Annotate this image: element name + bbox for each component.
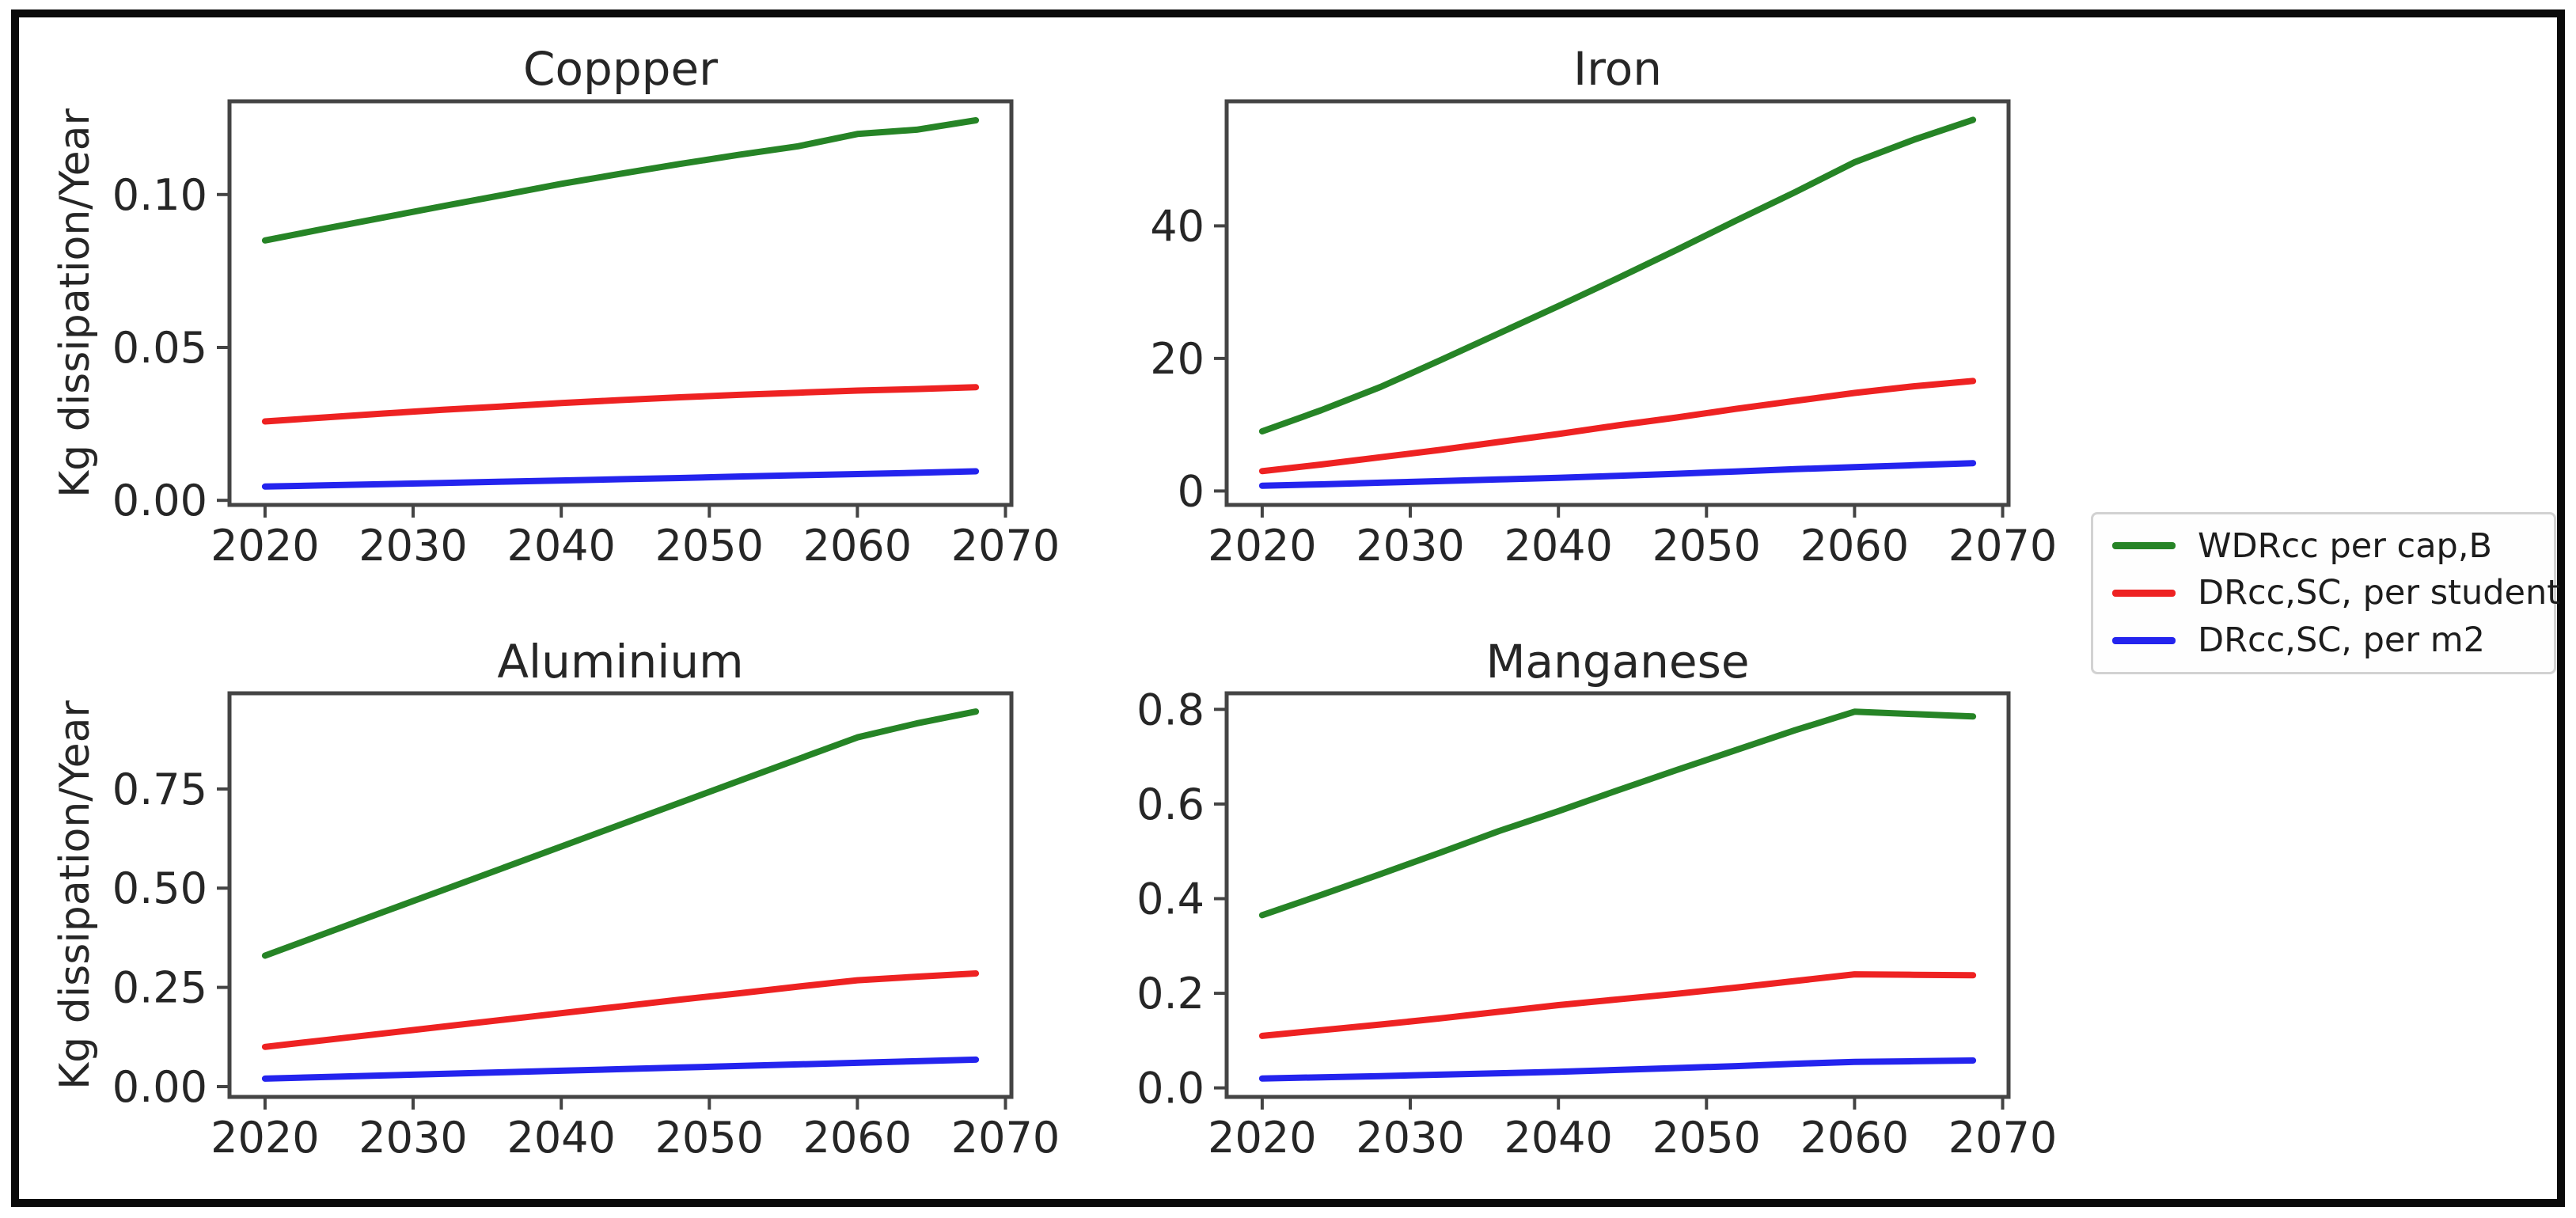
x-tick-label: 2050 bbox=[655, 1113, 764, 1163]
x-tick-label: 2040 bbox=[506, 1113, 615, 1163]
y-tick-label: 20 bbox=[1150, 334, 1205, 384]
x-tick-label: 2060 bbox=[803, 1113, 912, 1163]
y-tick-label: 0.00 bbox=[112, 476, 207, 526]
x-tick-label: 2060 bbox=[803, 521, 912, 571]
legend-row: DRcc,SC, per m2 bbox=[2112, 620, 2535, 660]
axes-frame bbox=[227, 691, 1014, 1099]
x-tick-label: 2060 bbox=[1800, 1113, 1909, 1163]
y-tick-label: 0.6 bbox=[1136, 780, 1205, 829]
x-tick-label: 2030 bbox=[1356, 521, 1464, 571]
plot-area-aluminium: 2020 2030 2040 2050 2060 2070 0.00 0.25 0.50 0.75 bbox=[112, 691, 1060, 1163]
legend: WDRcc per cap,B DRcc,SC, per student DRc… bbox=[2091, 512, 2560, 674]
series-blue-line bbox=[261, 468, 980, 490]
x-tick-label: 2040 bbox=[1504, 521, 1612, 571]
x-tick-label: 2060 bbox=[1800, 521, 1909, 571]
y-tick-label: 40 bbox=[1150, 201, 1205, 251]
y-tick-label: 0.75 bbox=[112, 765, 207, 814]
x-tick-label: 2070 bbox=[951, 1113, 1060, 1163]
series-green-line bbox=[1258, 708, 1977, 919]
red-line-swatch bbox=[2112, 589, 2176, 597]
y-tick-label: 0.8 bbox=[1136, 685, 1205, 734]
x-tick-label: 2070 bbox=[1948, 1113, 2057, 1163]
y-tick-label: 0.0 bbox=[1136, 1064, 1205, 1114]
green-line-swatch bbox=[2112, 542, 2176, 550]
y-axis-label-aluminium: Kg dissipation/Year bbox=[51, 700, 99, 1090]
subplot-title-aluminium: Aluminium bbox=[497, 635, 744, 689]
axes-frame bbox=[1224, 99, 2011, 507]
x-tick-label: 2050 bbox=[1652, 1113, 1761, 1163]
plot-area-manganese: 2020 2030 2040 2050 2060 2070 0.0 0.2 0.4 0.6 0.8 bbox=[1136, 685, 2057, 1163]
series-red-line bbox=[1258, 378, 1977, 475]
x-tick-label: 2050 bbox=[1652, 521, 1761, 571]
x-tick-label: 2030 bbox=[359, 521, 467, 571]
x-tick-label: 2020 bbox=[211, 1113, 319, 1163]
axes-frame bbox=[1224, 691, 2011, 1099]
series-blue-line bbox=[261, 1056, 980, 1082]
legend-row: DRcc,SC, per student bbox=[2112, 573, 2560, 613]
series-green-line bbox=[261, 708, 980, 959]
x-tick-label: 2050 bbox=[655, 521, 764, 571]
x-tick-label: 2040 bbox=[1504, 1113, 1612, 1163]
axes-frame bbox=[227, 99, 1014, 507]
x-tick-label: 2030 bbox=[359, 1113, 467, 1163]
series-red-line bbox=[261, 970, 980, 1050]
legend-label: DRcc,SC, per student bbox=[2198, 573, 2561, 613]
x-tick-label: 2040 bbox=[506, 521, 615, 571]
subplot-title-manganese: Manganese bbox=[1485, 635, 1750, 689]
series-blue-line bbox=[1258, 1057, 1977, 1082]
y-tick-label: 0.05 bbox=[112, 323, 207, 373]
x-tick-label: 2020 bbox=[1208, 1113, 1316, 1163]
x-tick-label: 2030 bbox=[1356, 1113, 1464, 1163]
plot-area-copper: 2020 2030 2040 2050 2060 2070 0.00 0.05 0.10 bbox=[112, 99, 1060, 571]
series-green-line bbox=[1258, 116, 1977, 434]
y-tick-label: 0 bbox=[1178, 466, 1205, 516]
y-tick-label: 0.25 bbox=[112, 963, 207, 1013]
legend-label: WDRcc per cap,B bbox=[2198, 526, 2493, 566]
y-tick-label: 0.00 bbox=[112, 1062, 207, 1112]
x-tick-label: 2020 bbox=[211, 521, 319, 571]
series-blue-line bbox=[1258, 460, 1977, 489]
subplot-title-iron: Iron bbox=[1573, 42, 1662, 96]
series-red-line bbox=[261, 384, 980, 425]
x-tick-label: 2020 bbox=[1208, 521, 1316, 571]
y-axis-label-copper: Kg dissipation/Year bbox=[51, 108, 99, 498]
y-tick-label: 0.10 bbox=[112, 170, 207, 220]
y-tick-label: 0.50 bbox=[112, 863, 207, 913]
x-tick-label: 2070 bbox=[1948, 521, 2057, 571]
y-tick-label: 0.4 bbox=[1136, 875, 1205, 924]
legend-label: DRcc,SC, per m2 bbox=[2198, 620, 2485, 661]
x-tick-label: 2070 bbox=[951, 521, 1060, 571]
subplot-title-copper: Coppper bbox=[523, 42, 718, 96]
legend-row: WDRcc per cap,B bbox=[2112, 526, 2535, 566]
blue-line-swatch bbox=[2112, 636, 2176, 644]
series-green-line bbox=[261, 117, 980, 244]
series-red-line bbox=[1258, 971, 1977, 1039]
y-tick-label: 0.2 bbox=[1136, 969, 1205, 1019]
